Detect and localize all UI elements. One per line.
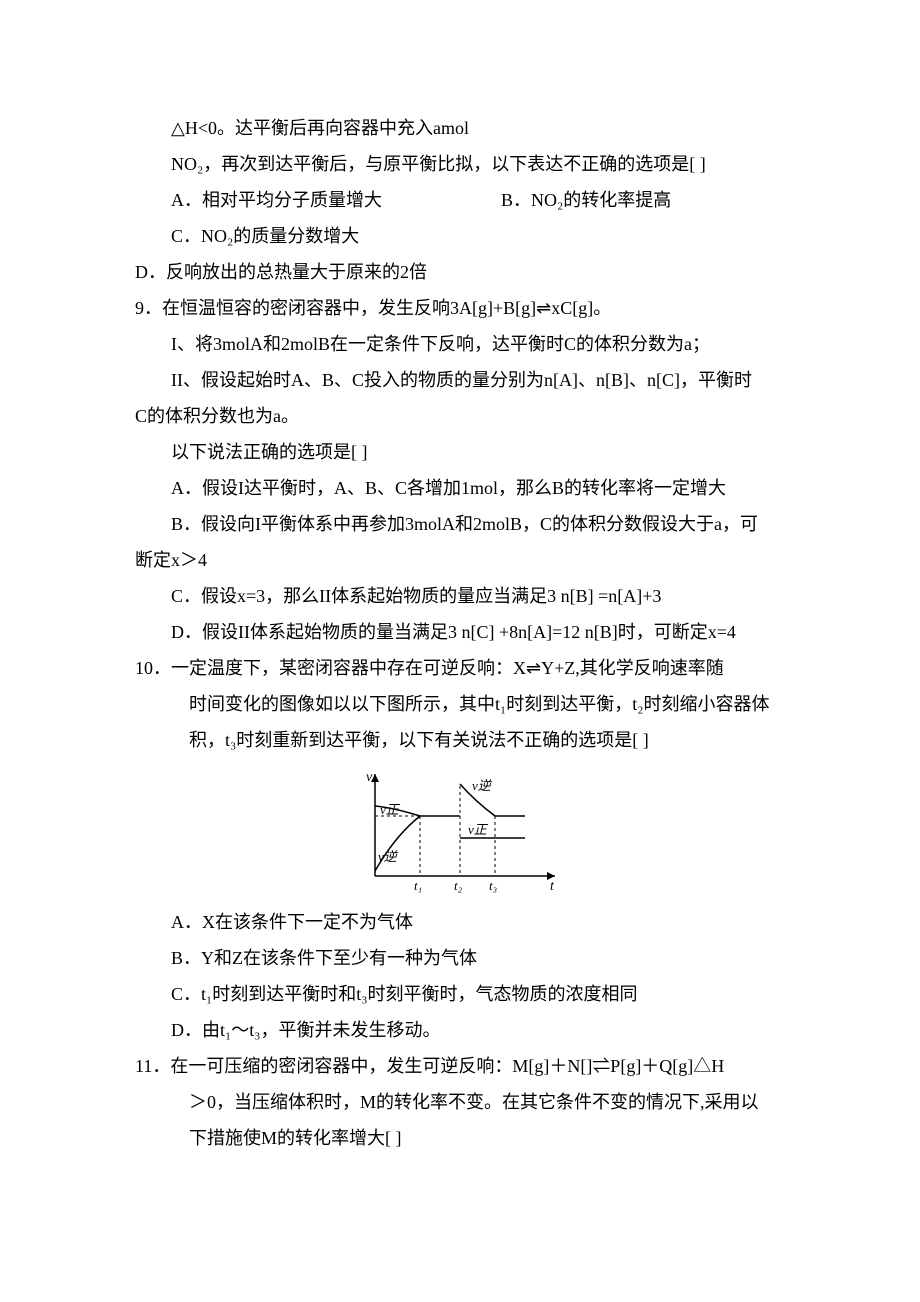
- q8-optB: B．NO₂的转化率提高: [501, 190, 671, 210]
- q10-optB: B．Y和Z在该条件下至少有一种为气体: [135, 940, 785, 976]
- vfwd-label-left: v正: [380, 802, 401, 817]
- ylabel: v: [366, 770, 373, 785]
- q10-stem3: 积，t₃时刻重新到达平衡，以下有关说法不正确的选项是[ ]: [135, 722, 785, 758]
- vrev-label-left: v逆: [378, 849, 399, 864]
- q9-l2a: II、假设起始时A、B、C投入的物质的量分别为n[A]、n[B]、n[C]，平衡…: [135, 362, 785, 398]
- q10-chart: v t t₁ t₂ t₃ v正 v逆 v逆 v正: [135, 766, 785, 896]
- q9-optC: C．假设x=3，那么II体系起始物质的量应当满足3 n[B] =n[A]+3: [135, 578, 785, 614]
- q9-optBb: 断定x＞4: [135, 542, 785, 578]
- page-content: △H<0。达平衡后再向容器中充入amol NO₂，再次到达平衡后，与原平衡比拟，…: [0, 0, 920, 1216]
- q8-line2: NO₂，再次到达平衡后，与原平衡比拟，以下表达不正确的选项是[ ]: [135, 146, 785, 182]
- q10-stem1: 10．一定温度下，某密闭容器中存在可逆反响：X⇌Y+Z,其化学反响速率随: [135, 650, 785, 686]
- q9-optBa: B．假设向I平衡体系中再参加3molA和2molB，C的体积分数假设大于a，可: [135, 506, 785, 542]
- q9-stem: 9．在恒温恒容的密闭容器中，发生反响3A[g]+B[g]⇌xC[g]。: [135, 290, 785, 326]
- q8-line1: △H<0。达平衡后再向容器中充入amol: [135, 110, 785, 146]
- q10-stem2: 时间变化的图像如以以下图所示，其中t₁时刻到达平衡，t₂时刻缩小容器体: [135, 686, 785, 722]
- vfwd-label-right: v正: [468, 822, 489, 837]
- q8-optD: D．反响放出的总热量大于原来的2倍: [135, 254, 785, 290]
- q8-optA: A．相对平均分子质量增大: [171, 190, 382, 210]
- q8-row-ab: A．相对平均分子质量增大 B．NO₂的转化率提高: [135, 182, 785, 218]
- q9-optD: D．假设II体系起始物质的量当满足3 n[C] +8n[A]=12 n[B]时，…: [135, 614, 785, 650]
- t3-tick: t₃: [489, 878, 497, 893]
- q11-stem1: 11．在一可压缩的密闭容器中，发生可逆反响：M[g]＋N[]⇌P[g]＋Q[g]…: [135, 1048, 785, 1084]
- q11-stem3: 下措施使M的转化率增大[ ]: [135, 1120, 785, 1156]
- rate-time-chart: v t t₁ t₂ t₃ v正 v逆 v逆 v正: [350, 766, 570, 896]
- q9-optA: A．假设I达平衡时，A、B、C各增加1mol，那么B的转化率将一定增大: [135, 470, 785, 506]
- q10-optD: D．由t₁～t₃，平衡并未发生移动。: [135, 1012, 785, 1048]
- t2-tick: t₂: [454, 878, 463, 893]
- q10-optA: A．X在该条件下一定不为气体: [135, 904, 785, 940]
- q9-ask: 以下说法正确的选项是[ ]: [135, 434, 785, 470]
- vrev-label-right: v逆: [472, 778, 493, 793]
- q9-l2b: C的体积分数也为a。: [135, 398, 785, 434]
- q9-l1: I、将3molA和2molB在一定条件下反响，达平衡时C的体积分数为a；: [135, 326, 785, 362]
- q8-optC: C．NO₂的质量分数增大: [135, 218, 785, 254]
- t1-tick: t₁: [414, 878, 422, 893]
- xlabel: t: [550, 879, 555, 894]
- q10-optC: C．t₁时刻到达平衡时和t₃时刻平衡时，气态物质的浓度相同: [135, 976, 785, 1012]
- q11-stem2: ＞0，当压缩体积时，M的转化率不变。在其它条件不变的情况下,采用以: [135, 1084, 785, 1120]
